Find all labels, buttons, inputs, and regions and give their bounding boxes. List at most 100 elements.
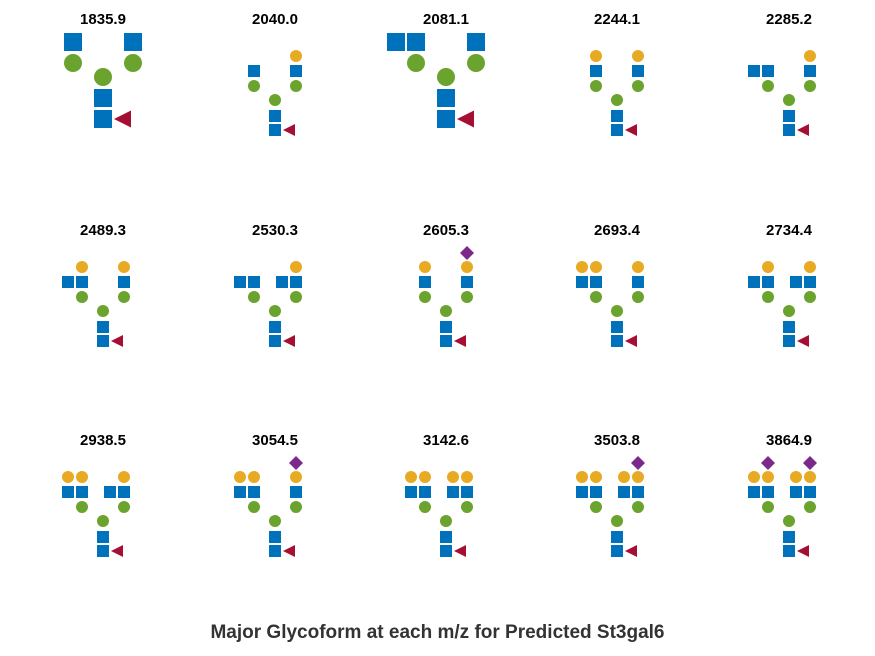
- mannose-circle: [419, 501, 431, 513]
- core-glcnac-square: [97, 335, 109, 347]
- glycan-structure: [62, 471, 130, 557]
- mannose-circle: [290, 80, 302, 92]
- glcnac-square: [762, 65, 774, 77]
- glcnac-square: [76, 486, 88, 498]
- glcnac-square: [804, 486, 816, 498]
- core-glcnac-square: [611, 335, 623, 347]
- mannose-circle: [461, 291, 473, 303]
- galactose-circle: [632, 50, 644, 62]
- mz-label: 3864.9: [766, 432, 812, 449]
- glcnac-square: [248, 65, 260, 77]
- glcnac-square: [632, 65, 644, 77]
- glcnac-square: [762, 486, 774, 498]
- glcnac-square: [62, 276, 74, 288]
- glycan-structure: [234, 261, 302, 347]
- galactose-circle: [419, 261, 431, 273]
- glcnac-square: [748, 486, 760, 498]
- mannose-circle: [76, 501, 88, 513]
- galactose-circle: [419, 471, 431, 483]
- glcnac-square: [590, 486, 602, 498]
- mannose-circle: [97, 305, 109, 317]
- glcnac-square: [461, 276, 473, 288]
- mannose-circle: [269, 515, 281, 527]
- glcnac-square: [632, 276, 644, 288]
- mannose-circle: [762, 501, 774, 513]
- glcnac-square: [276, 276, 288, 288]
- core-glcnac-square: [783, 124, 795, 136]
- fucose-triangle: [625, 124, 637, 136]
- glcnac-square: [461, 486, 473, 498]
- mz-label: 3054.5: [252, 432, 298, 449]
- galactose-circle: [76, 471, 88, 483]
- mannose-circle: [248, 291, 260, 303]
- glcnac-square: [467, 33, 485, 51]
- mannose-circle: [269, 305, 281, 317]
- galactose-circle: [632, 261, 644, 273]
- galactose-circle: [804, 261, 816, 273]
- mz-label: 3503.8: [594, 432, 640, 449]
- mannose-circle: [419, 291, 431, 303]
- galactose-circle: [234, 471, 246, 483]
- galactose-circle: [76, 261, 88, 273]
- glcnac-square: [748, 65, 760, 77]
- fucose-triangle: [797, 124, 809, 136]
- fucose-triangle: [283, 545, 295, 557]
- glcnac-square: [804, 276, 816, 288]
- glcnac-square: [576, 276, 588, 288]
- core-glcnac-square: [269, 545, 281, 557]
- mannose-circle: [804, 291, 816, 303]
- mz-label: 2244.1: [594, 11, 640, 28]
- fucose-triangle: [283, 124, 295, 136]
- glcnac-square: [76, 276, 88, 288]
- fucose-triangle: [454, 335, 466, 347]
- glcnac-square: [387, 33, 405, 51]
- glycan-structure: [748, 261, 816, 347]
- mannose-circle: [590, 291, 602, 303]
- mannose-circle: [590, 501, 602, 513]
- galactose-circle: [762, 471, 774, 483]
- core-glcnac-square: [611, 124, 623, 136]
- galactose-circle: [618, 471, 630, 483]
- mannose-circle: [611, 94, 623, 106]
- fucose-triangle: [797, 335, 809, 347]
- core-glcnac-square: [97, 321, 109, 333]
- galactose-circle: [118, 471, 130, 483]
- glcnac-square: [762, 276, 774, 288]
- mannose-circle: [290, 501, 302, 513]
- glcnac-square: [790, 486, 802, 498]
- glycan-structure: [387, 33, 485, 128]
- glycan-structure: [590, 50, 644, 136]
- galactose-circle: [290, 261, 302, 273]
- glcnac-square: [248, 486, 260, 498]
- sialic-acid-diamond: [289, 456, 303, 470]
- mannose-circle: [76, 291, 88, 303]
- glcnac-square: [407, 33, 425, 51]
- fucose-triangle: [625, 545, 637, 557]
- glycan-grid: 1835.9 2040.0 2081.1 2244.1 2285.2 2489.3 2530…: [62, 11, 817, 557]
- galactose-circle: [461, 261, 473, 273]
- mannose-circle: [632, 80, 644, 92]
- glycan-structure: [62, 261, 130, 347]
- mz-label: 2285.2: [766, 11, 812, 28]
- fucose-triangle: [111, 545, 123, 557]
- core-glcnac-square: [783, 531, 795, 543]
- fucose-triangle: [457, 110, 474, 128]
- core-glcnac-square: [783, 321, 795, 333]
- mannose-circle: [440, 305, 452, 317]
- glcnac-square: [234, 276, 246, 288]
- mannose-circle: [248, 501, 260, 513]
- galactose-circle: [632, 471, 644, 483]
- fucose-triangle: [625, 335, 637, 347]
- mz-label: 2734.4: [766, 222, 812, 239]
- glcnac-square: [104, 486, 116, 498]
- core-glcnac-square: [611, 321, 623, 333]
- mz-label: 2489.3: [80, 222, 126, 239]
- glcnac-square: [632, 486, 644, 498]
- galactose-circle: [447, 471, 459, 483]
- galactose-circle: [590, 471, 602, 483]
- mz-label: 1835.9: [80, 11, 126, 28]
- glcnac-square: [248, 276, 260, 288]
- glycan-structure: [576, 261, 644, 347]
- glcnac-square: [290, 65, 302, 77]
- galactose-circle: [62, 471, 74, 483]
